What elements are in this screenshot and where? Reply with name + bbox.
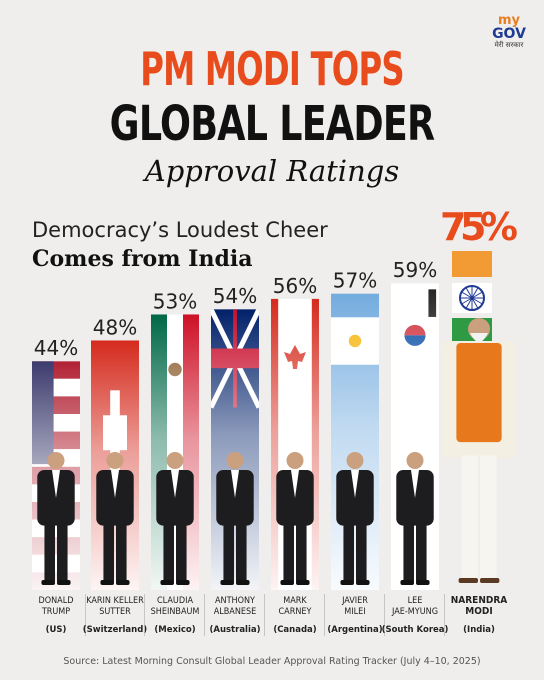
logo-subtext: मेरी सरकार [494,41,524,49]
logo-gov-text: GOV [492,26,526,42]
leader-figure [96,452,134,585]
leader-name-3: ALBANESE [214,607,257,617]
leader-name-2: SHEINBAUM [151,607,200,617]
value-label-2: 53% [153,289,197,313]
leader-figure [276,452,314,585]
country-label-1: (Switzerland) [83,625,148,635]
subtitle-line-2: Comes from India [32,246,253,272]
leader-figure [156,452,194,585]
logo-my-text: my [497,13,521,28]
country-label-2: (Mexico) [154,625,195,635]
leader-name-5: JAVIER [341,596,368,606]
bar-0 [32,361,80,590]
leader-name-6: JAE-MYUNG [391,607,438,617]
subtitle-line-1: Democracy’s Loudest Cheer [32,218,328,242]
mygov-logo: my GOV मेरी सरकार [488,14,530,50]
bar-4 [271,298,319,590]
bar-5 [331,293,379,590]
leader-name-3: ANTHONY [215,596,255,606]
argentina-flag [331,293,379,590]
bar-3 [211,309,259,590]
leader-name-1: KARIN KELLER [86,596,144,606]
bar-1 [91,340,139,590]
country-label-0: (US) [46,625,67,635]
value-label-7: 75% [440,205,518,249]
value-label-6: 59% [393,258,437,282]
title-line-2: GLOBAL LEADER [109,96,435,152]
leader-name-0: TRUMP [41,607,70,617]
leader-name-6: LEE [408,596,423,606]
leader-figure [216,452,254,585]
country-label-3: (Australia) [209,625,260,635]
leader-name-7: NARENDRA [451,595,507,606]
country-label-7: (India) [463,625,495,635]
canada-flag [271,298,319,590]
leader-figure [396,452,434,585]
bar-7 [441,251,517,583]
leader-name-0: DONALD [39,596,74,606]
leader-name-7: MODI [465,606,492,617]
leader-name-1: SUTTER [99,607,131,617]
value-label-3: 54% [213,284,257,308]
leader-name-2: CLAUDIA [157,596,193,606]
leader-name-4: MARK [283,596,307,606]
bar-6 [391,283,439,590]
title-line-3: Approval Ratings [144,154,400,188]
value-label-0: 44% [34,336,78,360]
country-label-6: (South Korea) [382,625,449,635]
source-note: Source: Latest Morning Consult Global Le… [63,656,481,667]
leader-name-5: MILEI [344,607,365,617]
bar-2 [151,314,199,590]
country-label-4: (Canada) [273,625,316,635]
australia-flag [211,309,259,590]
value-label-1: 48% [93,315,137,339]
leader-figure [336,452,374,585]
leader-name-4: CARNEY [279,607,312,617]
leader-figure-highlight [441,318,517,583]
country-label-5: (Argentina) [327,625,382,635]
value-label-5: 57% [333,269,377,293]
south-korea-flag [391,283,439,590]
title-line-1: PM MODI TOPS [140,42,404,96]
leader-figure [37,452,75,585]
value-label-4: 56% [273,274,317,298]
